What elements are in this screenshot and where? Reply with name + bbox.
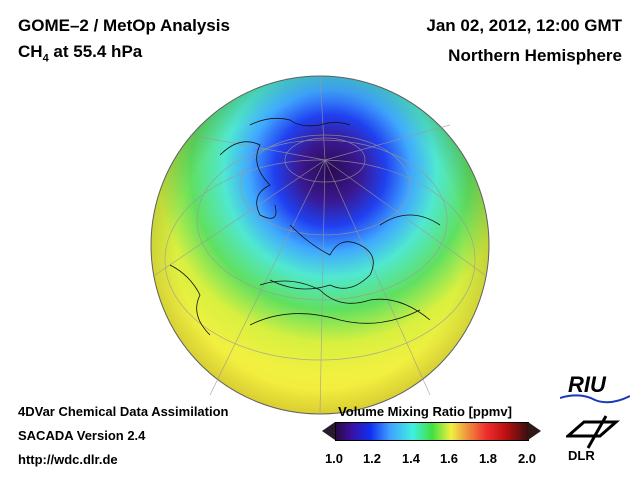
- footer-version: SACADA Version 2.4: [18, 428, 146, 443]
- colorbar: [335, 422, 529, 441]
- pressure-level: at 55.4 hPa: [48, 42, 143, 61]
- colorbar-tick: 1.8: [478, 451, 498, 466]
- map-date: Jan 02, 2012, 12:00 GMT: [426, 16, 622, 35]
- footer-url[interactable]: http://wdc.dlr.de: [18, 452, 118, 467]
- colorbar-tick: 1.2: [362, 451, 382, 466]
- colorbar-tick: 1.6: [439, 451, 459, 466]
- riu-logo-wave: [560, 394, 630, 404]
- map-title: GOME–2 / MetOp Analysis: [18, 16, 230, 35]
- colorbar-max-arrow: [528, 422, 541, 440]
- dlr-logo-icon: [566, 415, 620, 449]
- map-region: Northern Hemisphere: [448, 46, 622, 65]
- colorbar-tick: 2.0: [517, 451, 537, 466]
- riu-logo: RIU: [568, 372, 606, 397]
- footer-method: 4DVar Chemical Data Assimilation: [18, 404, 229, 419]
- colorbar-tick: 1.4: [401, 451, 421, 466]
- dlr-logo: DLR: [568, 448, 595, 463]
- species-subscript: 4: [42, 52, 49, 65]
- colorbar-title: Volume Mixing Ratio [ppmv]: [338, 404, 512, 419]
- coastlines: [169, 117, 441, 336]
- map-subtitle: CH4 at 55.4 hPa: [18, 42, 142, 64]
- graticule: [154, 75, 486, 415]
- colorbar-tick: 1.0: [324, 451, 344, 466]
- species: CH: [18, 42, 43, 61]
- globe-map: [150, 75, 490, 415]
- colorbar-min-arrow: [322, 422, 335, 440]
